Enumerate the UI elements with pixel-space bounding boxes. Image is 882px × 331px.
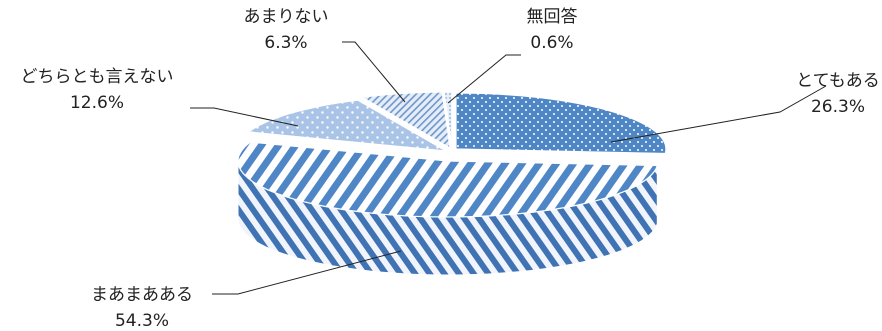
- slice-label-mukaitou: 無回答: [527, 7, 578, 27]
- slice-value-amari-nai: 6.3%: [264, 33, 307, 53]
- leader-line-amari-nai: [342, 41, 406, 103]
- leader-line-maamaa-aru: [212, 250, 402, 295]
- slice-value-dochira-tomo: 12.6%: [70, 93, 124, 113]
- pie-slices: [237, 91, 667, 276]
- leader-line-dochira-tomo: [190, 107, 299, 127]
- slice-label-totemo-aru: とてもある: [796, 71, 880, 91]
- slice-side-totemo-aru: [664, 149, 667, 212]
- slice-label-dochira-tomo: どちらとも言えない: [21, 67, 174, 87]
- slice-maamaa-aru: [237, 141, 659, 218]
- leader-line-mukaitou: [447, 54, 521, 104]
- slice-totemo-aru: [455, 92, 667, 155]
- slice-value-maamaa-aru: 54.3%: [115, 311, 169, 331]
- slice-amari-nai: [360, 91, 451, 150]
- leader-line-totemo-aru: [610, 85, 827, 143]
- slice-dochira-tomo: [246, 99, 447, 152]
- slice-label-maamaa-aru: まあまあある: [91, 285, 193, 305]
- slice-label-amari-nai: あまりない: [244, 7, 329, 27]
- slice-value-totemo-aru: 26.3%: [811, 97, 865, 117]
- slice-value-mukaitou: 0.6%: [530, 33, 573, 53]
- slice-mukaitou: [443, 91, 453, 149]
